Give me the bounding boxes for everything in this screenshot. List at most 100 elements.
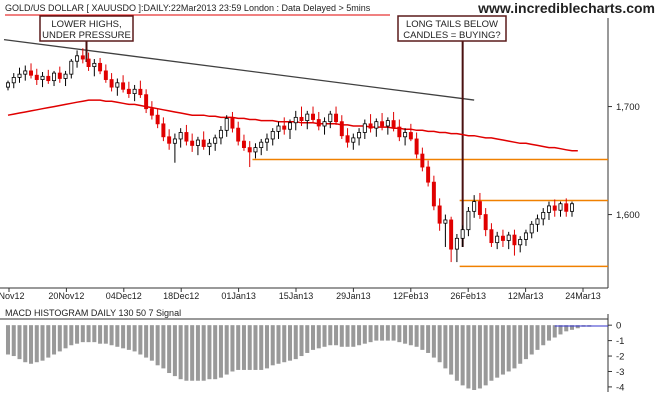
candle-body bbox=[201, 139, 206, 147]
chart-title: GOLD/US DOLLAR [ XAUUSDO ]:DAILY:22Mar20… bbox=[5, 3, 371, 13]
price-x-tick-label: 20Nov12 bbox=[48, 291, 84, 301]
macd-bar bbox=[109, 325, 114, 346]
candle-body bbox=[241, 140, 246, 148]
candle-body bbox=[380, 121, 385, 127]
candle-body bbox=[6, 82, 10, 88]
candle-body bbox=[403, 132, 408, 138]
price-x-tick-label: 29Jan13 bbox=[336, 291, 371, 301]
macd-title: MACD HISTOGRAM DAILY 130 50 7 Signal bbox=[5, 308, 181, 318]
macd-y-tick-label: -1 bbox=[616, 336, 624, 347]
macd-bar bbox=[512, 325, 517, 369]
candle-body bbox=[512, 234, 517, 246]
candle-body bbox=[92, 62, 97, 68]
candle-body bbox=[426, 166, 431, 183]
macd-bar bbox=[351, 325, 356, 347]
candle-body bbox=[299, 116, 304, 122]
macd-bar bbox=[564, 325, 569, 332]
candle-body bbox=[132, 88, 137, 94]
macd-bar bbox=[167, 325, 172, 374]
macd-bar bbox=[380, 325, 385, 341]
macd-bar bbox=[552, 325, 557, 338]
candle-body bbox=[288, 122, 292, 130]
candle-body bbox=[155, 114, 160, 125]
macd-y-tick-label: 0 bbox=[616, 321, 621, 332]
candle-body bbox=[207, 142, 212, 147]
annotation-line-1: LONG TAILS BELOW bbox=[406, 19, 498, 30]
macd-y-tick-label: -3 bbox=[616, 367, 624, 378]
macd-bar bbox=[541, 325, 546, 346]
annotation-lower-highs: LOWER HIGHS, UNDER PRESSURE bbox=[39, 15, 134, 42]
candle-body bbox=[460, 229, 465, 239]
candle-body bbox=[172, 138, 177, 144]
candle-body bbox=[126, 88, 131, 94]
candle-body bbox=[483, 214, 488, 231]
macd-bar bbox=[454, 325, 459, 381]
macd-bar bbox=[328, 325, 333, 346]
candle-body bbox=[213, 137, 218, 144]
candle-body bbox=[57, 72, 62, 79]
candle-body bbox=[472, 201, 477, 212]
macd-bar bbox=[334, 325, 339, 346]
candle-body bbox=[109, 79, 114, 88]
macd-bar bbox=[115, 325, 120, 347]
macd-bar bbox=[247, 325, 252, 370]
candle-body bbox=[40, 75, 45, 80]
candle-body bbox=[357, 132, 362, 139]
annotation-long-tails: LONG TAILS BELOW CANDLES = BUYING? bbox=[397, 15, 507, 42]
macd-bar bbox=[52, 325, 57, 355]
candle-body bbox=[443, 219, 448, 224]
macd-bar bbox=[270, 325, 275, 366]
candle-body bbox=[339, 121, 344, 137]
macd-bar bbox=[420, 325, 425, 350]
candle-body bbox=[552, 205, 557, 211]
macd-panel: MACD HISTOGRAM DAILY 130 50 7 Signal 0 -1… bbox=[0, 308, 624, 393]
macd-bar bbox=[69, 325, 74, 346]
macd-bar bbox=[23, 325, 28, 363]
price-x-tick-label: 24Mar13 bbox=[565, 291, 601, 301]
macd-bar bbox=[500, 325, 505, 375]
macd-bar bbox=[172, 325, 177, 377]
candle-body bbox=[397, 126, 402, 138]
candle-body bbox=[374, 121, 379, 129]
macd-bar bbox=[362, 325, 367, 344]
candle-body bbox=[523, 232, 528, 240]
macd-bar bbox=[57, 325, 62, 352]
candle-body bbox=[558, 203, 563, 211]
candle-body bbox=[414, 138, 419, 155]
price-x-tick-label: 01Jan13 bbox=[221, 291, 256, 301]
price-x-tick-label: 04Dec12 bbox=[106, 291, 142, 301]
macd-bar bbox=[489, 325, 494, 381]
candle-body bbox=[541, 211, 546, 220]
macd-bar bbox=[259, 325, 264, 370]
candle-body bbox=[121, 82, 126, 90]
candle-body bbox=[270, 130, 275, 140]
candle-body bbox=[368, 123, 373, 129]
candle-body bbox=[305, 113, 310, 122]
candle-body bbox=[144, 94, 149, 110]
macd-bar bbox=[184, 325, 189, 381]
macd-bar bbox=[569, 325, 575, 330]
macd-bar bbox=[466, 325, 471, 389]
macd-bar bbox=[575, 325, 580, 329]
macd-y-tick-label: -4 bbox=[616, 382, 624, 393]
annotation-box bbox=[397, 15, 507, 42]
macd-bar bbox=[149, 325, 154, 361]
candle-body bbox=[138, 88, 143, 96]
candle-body bbox=[454, 237, 459, 250]
candle-body bbox=[506, 234, 511, 241]
candle-body bbox=[391, 120, 396, 128]
candle-body bbox=[253, 147, 258, 153]
candle-body bbox=[529, 223, 534, 234]
macd-bar bbox=[63, 325, 68, 349]
macd-bar bbox=[282, 325, 287, 363]
price-y-tick-label: 1,700 bbox=[616, 102, 640, 113]
macd-bar bbox=[506, 325, 511, 372]
macd-bar bbox=[103, 325, 108, 344]
macd-bar bbox=[126, 325, 131, 350]
macd-bar bbox=[305, 325, 310, 353]
macd-bar bbox=[339, 325, 344, 347]
candle-body bbox=[63, 73, 68, 79]
candle-body bbox=[431, 181, 436, 207]
macd-bar bbox=[431, 325, 436, 358]
candle-body bbox=[259, 141, 264, 148]
